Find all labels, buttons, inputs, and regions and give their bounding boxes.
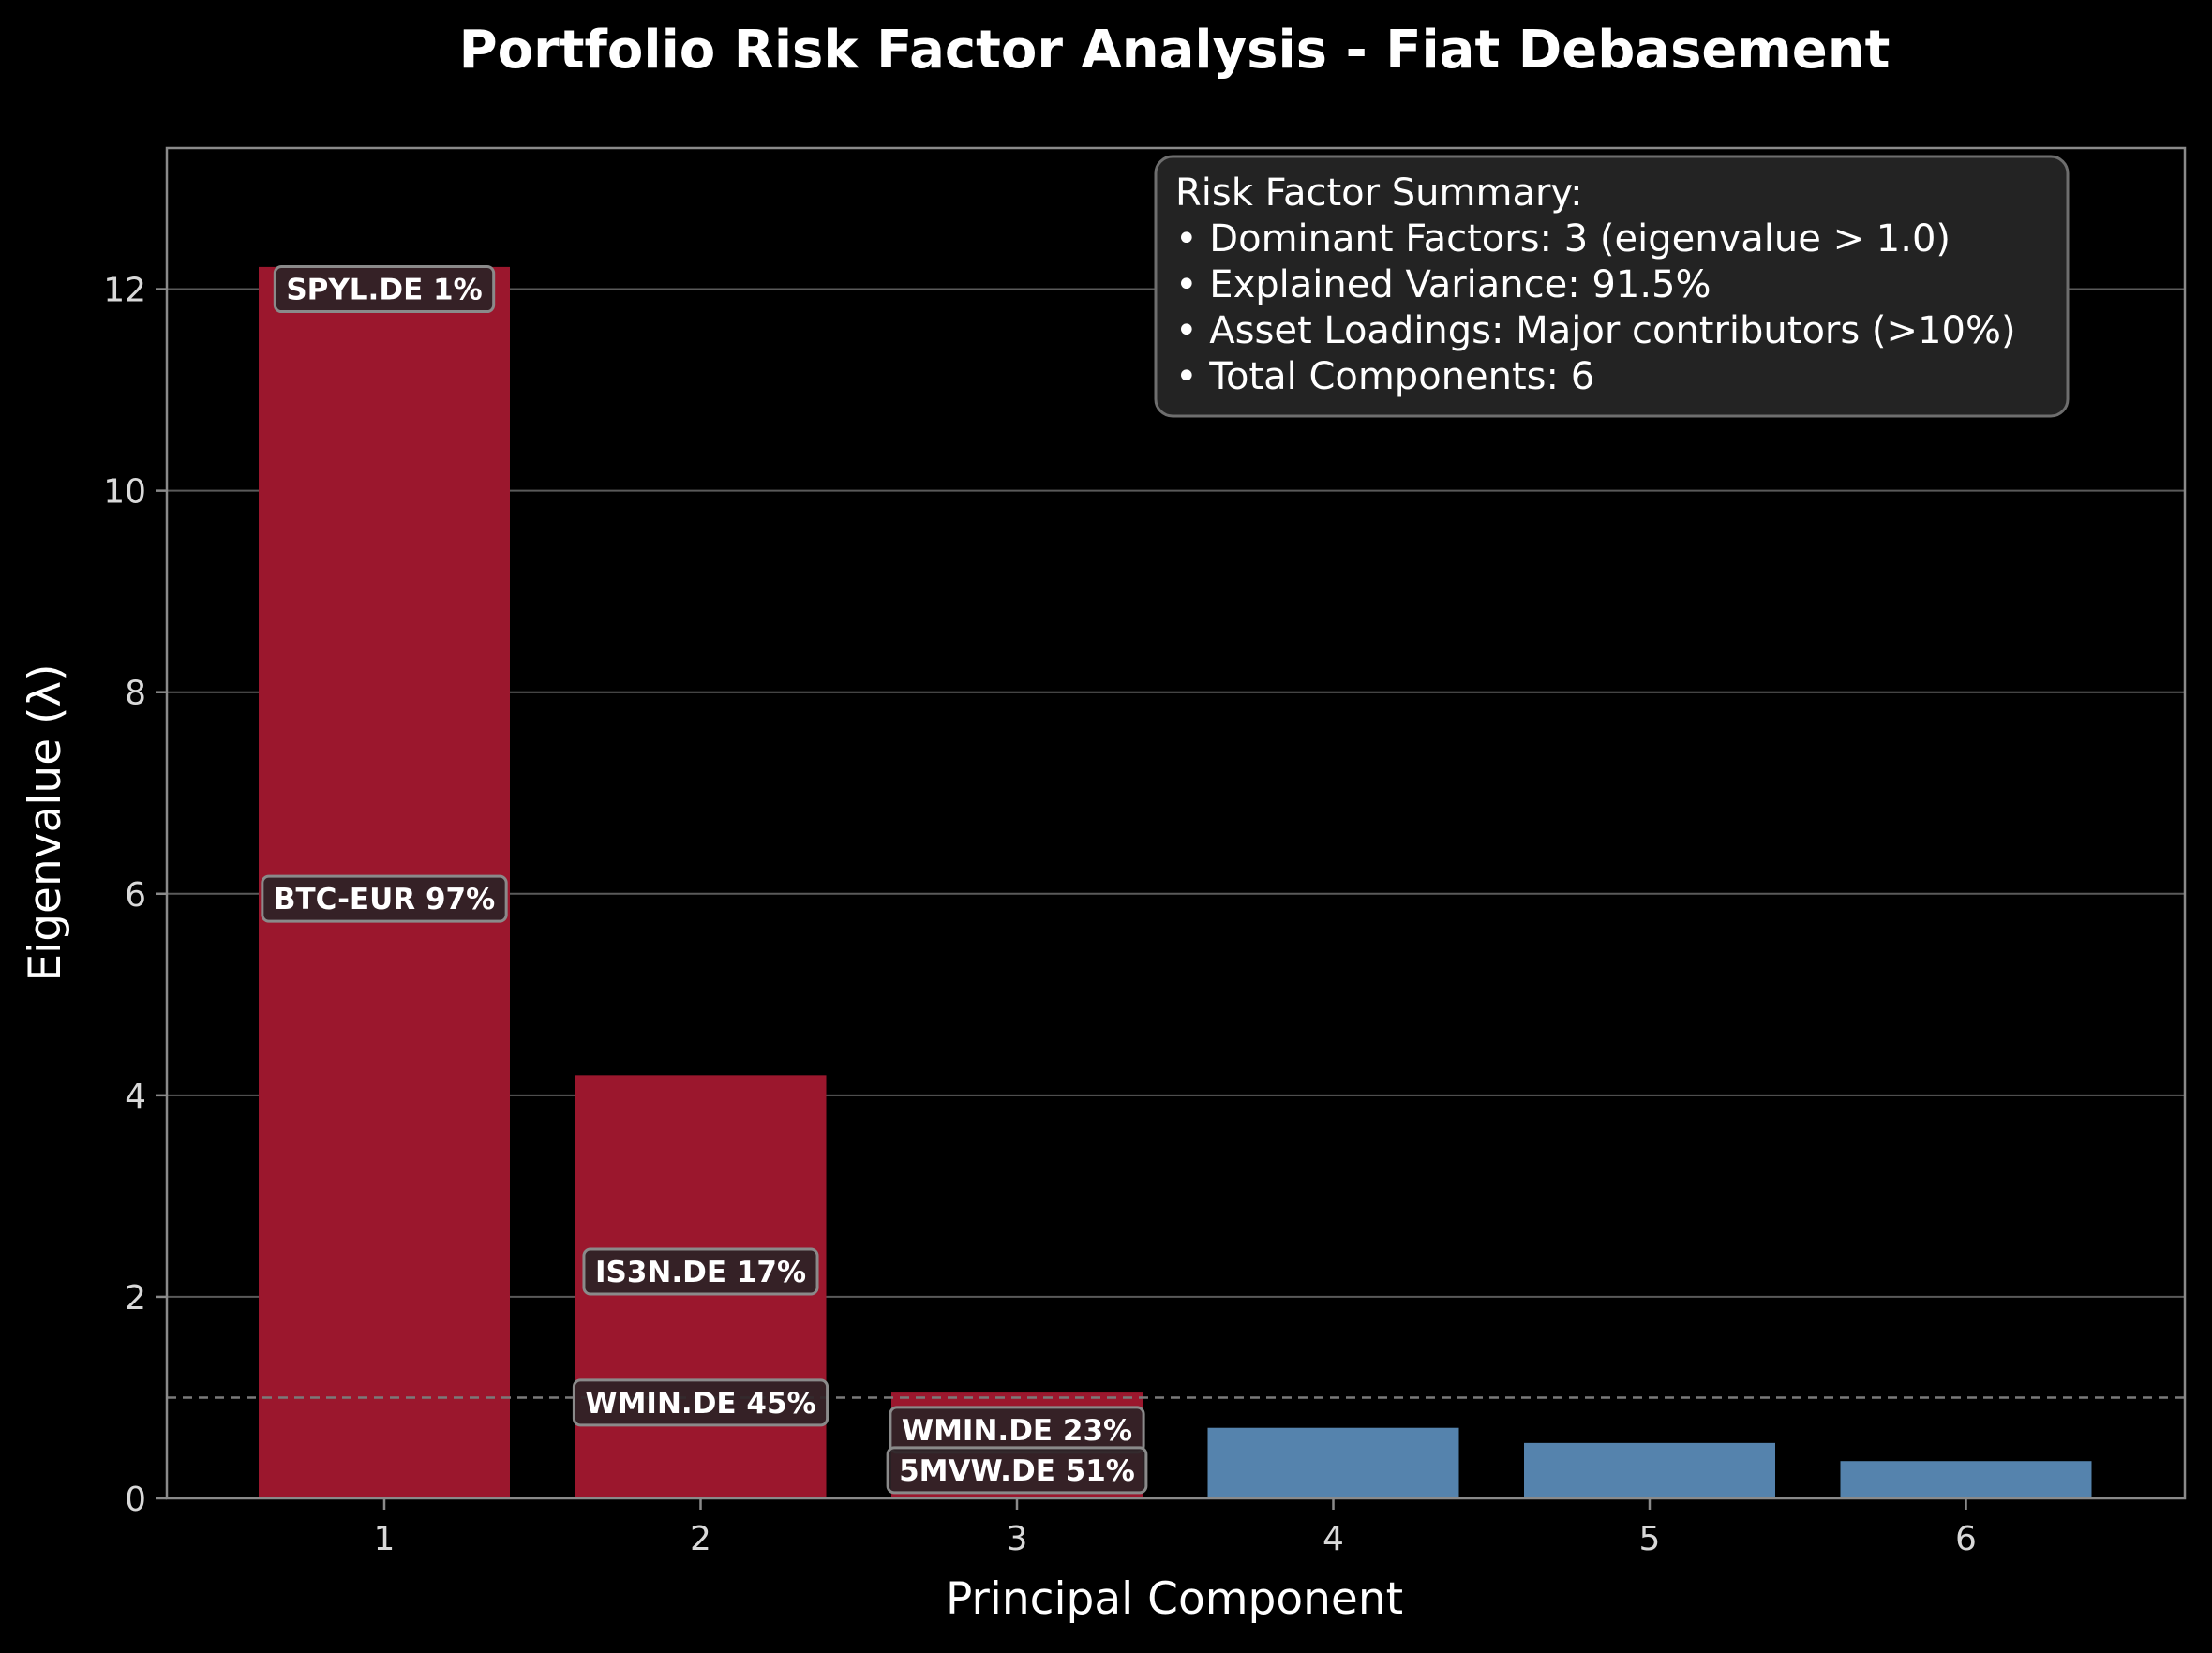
x-axis-label: Principal Component bbox=[946, 1573, 1403, 1625]
bar-annotation-box bbox=[886, 1446, 1148, 1495]
y-axis-label: Eigenvalue (λ) bbox=[20, 663, 71, 981]
bar-annotation-box bbox=[261, 874, 508, 923]
plot-frame bbox=[165, 146, 2187, 1500]
summary-line-dominant-factors: • Dominant Factors: 3 (eigenvalue > 1.0) bbox=[1175, 217, 1950, 261]
bar-annotations: SPYL.DE 1% BTC-EUR 97% IS3N.DE 17% WMIN.DE … bbox=[261, 265, 1148, 1495]
bar-annotation: BTC-EUR 97% bbox=[261, 874, 508, 923]
x-tick-label: 3 bbox=[1007, 1520, 1028, 1558]
bar-annotation: WMIN.DE 45% bbox=[572, 1378, 830, 1427]
bar-annotation-label: IS3N.DE 17% bbox=[595, 1256, 806, 1289]
bar-annotation: 5MVW.DE 51% bbox=[886, 1446, 1148, 1495]
summary-box-background bbox=[1154, 155, 2070, 418]
y-tick-label: 12 bbox=[103, 272, 146, 310]
bar-annotation-label: WMIN.DE 45% bbox=[585, 1387, 815, 1421]
x-tick-label: 2 bbox=[690, 1520, 711, 1558]
y-tick-label: 2 bbox=[125, 1279, 146, 1318]
bar-annotation: IS3N.DE 17% bbox=[582, 1247, 819, 1296]
y-tick-label: 0 bbox=[125, 1481, 146, 1519]
summary-line-asset-loadings: • Asset Loadings: Major contributors (>1… bbox=[1175, 309, 2016, 352]
bar-component-6 bbox=[1840, 1461, 2092, 1498]
y-tick-label: 4 bbox=[125, 1078, 146, 1116]
summary-heading: Risk Factor Summary: bbox=[1175, 171, 1583, 215]
bar-annotation: WMIN.DE 23% bbox=[889, 1406, 1145, 1454]
x-axis-ticks: 1 2 3 4 5 6 bbox=[374, 1498, 1977, 1558]
x-tick-label: 4 bbox=[1323, 1520, 1344, 1558]
x-tick-label: 6 bbox=[1955, 1520, 1977, 1558]
y-axis-ticks: 0 2 4 6 8 10 12 bbox=[103, 272, 167, 1519]
x-tick-label: 5 bbox=[1639, 1520, 1661, 1558]
bar-annotation-label: 5MVW.DE 51% bbox=[899, 1454, 1135, 1488]
chart-title: Portfolio Risk Factor Analysis - Fiat De… bbox=[459, 20, 1891, 81]
bar-annotation-box bbox=[572, 1378, 830, 1427]
bar-annotation-box bbox=[582, 1247, 819, 1296]
bar-annotation-label: SPYL.DE 1% bbox=[286, 274, 482, 307]
y-tick-label: 10 bbox=[103, 473, 146, 512]
summary-line-total-components: • Total Components: 6 bbox=[1175, 355, 1594, 398]
summary-line-explained-variance: • Explained Variance: 91.5% bbox=[1175, 263, 1711, 306]
y-tick-label: 8 bbox=[125, 675, 146, 713]
bar-component-5 bbox=[1524, 1442, 1775, 1498]
bar-component-4 bbox=[1207, 1427, 1459, 1498]
bar-annotation-label: WMIN.DE 23% bbox=[902, 1414, 1132, 1448]
x-tick-label: 1 bbox=[374, 1520, 396, 1558]
bar-annotation-label: BTC-EUR 97% bbox=[274, 883, 495, 916]
bar-annotation: SPYL.DE 1% bbox=[273, 265, 496, 314]
y-tick-label: 6 bbox=[125, 876, 146, 915]
bar-annotation-box bbox=[273, 265, 496, 314]
summary-box: Risk Factor Summary: • Dominant Factors:… bbox=[1154, 155, 2070, 418]
